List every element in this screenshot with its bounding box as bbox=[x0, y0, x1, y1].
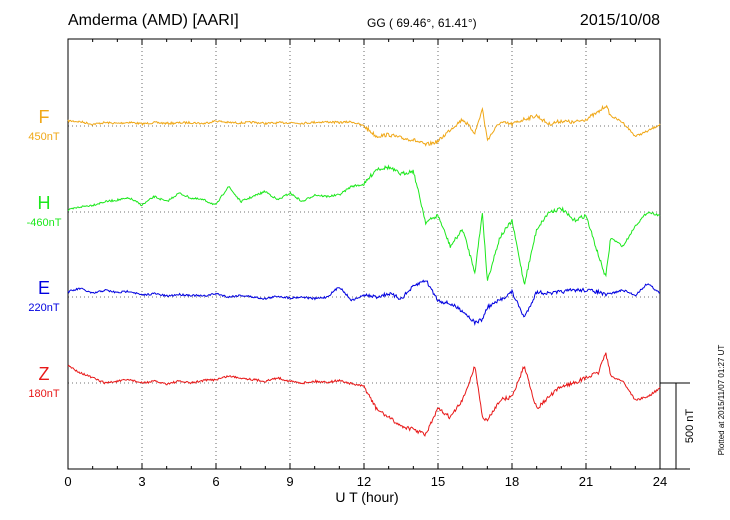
series-name-F: F bbox=[39, 107, 50, 127]
series-line-F bbox=[67, 104, 661, 147]
x-tick-label: 18 bbox=[505, 474, 519, 489]
series-labels: F 450nT H -460nT E 220nT Z 180nT bbox=[27, 107, 62, 400]
x-axis-label: U T (hour) bbox=[335, 489, 398, 505]
x-tick-label: 0 bbox=[64, 474, 71, 489]
series-lines bbox=[67, 104, 661, 437]
series-baseline-F: 450nT bbox=[28, 131, 59, 143]
grid bbox=[68, 39, 660, 469]
chart-title: Amderma (AMD) [AARI] bbox=[68, 12, 239, 29]
series-line-E bbox=[67, 279, 661, 327]
series-baseline-E: 220nT bbox=[28, 302, 59, 314]
x-tick-label: 15 bbox=[431, 474, 445, 489]
scale-bar-label: 500 nT bbox=[684, 409, 696, 444]
scale-bar: 500 nT bbox=[660, 382, 696, 470]
series-baseline-H: -460nT bbox=[27, 217, 62, 229]
series-line-H bbox=[67, 164, 661, 285]
chart-date: 2015/10/08 bbox=[580, 12, 660, 29]
series-line-Z bbox=[67, 352, 661, 437]
x-tick-label: 12 bbox=[357, 474, 371, 489]
plot-note: Plotted at 2015/11/07 01:27 UT bbox=[717, 345, 726, 456]
x-tick-label: 21 bbox=[579, 474, 593, 489]
series-name-H: H bbox=[38, 193, 51, 213]
station-coords: GG ( 69.46°, 61.41°) bbox=[367, 16, 477, 30]
x-tick-label: 6 bbox=[212, 474, 219, 489]
x-tick-label: 9 bbox=[286, 474, 293, 489]
x-ticks: 0 3 6 9 12 15 18 21 24 bbox=[64, 39, 667, 489]
series-name-E: E bbox=[38, 278, 50, 298]
series-name-Z: Z bbox=[39, 364, 50, 384]
x-tick-label: 3 bbox=[138, 474, 145, 489]
x-tick-label: 24 bbox=[653, 474, 667, 489]
series-baseline-Z: 180nT bbox=[28, 388, 59, 400]
